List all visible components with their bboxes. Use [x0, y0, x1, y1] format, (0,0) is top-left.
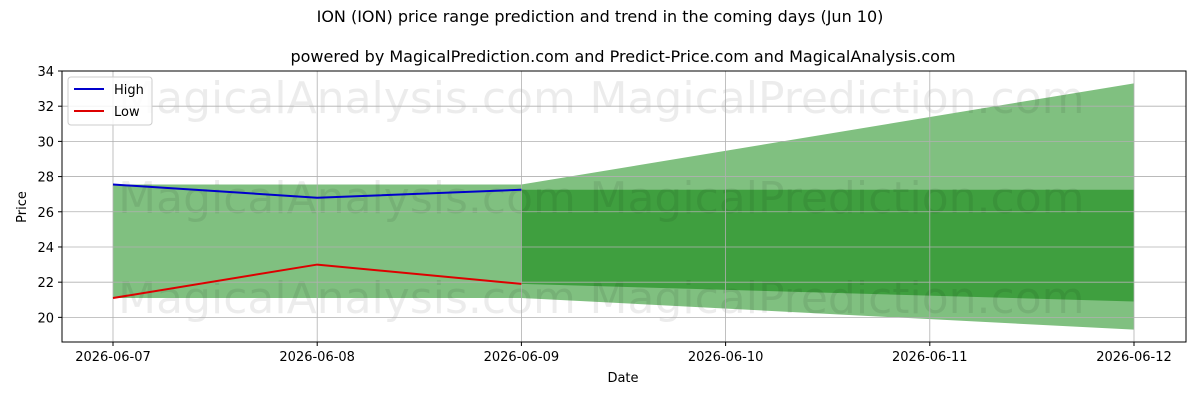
- series-line-high: [112, 183, 522, 199]
- watermark-text: MagicalPrediction.com: [590, 73, 1085, 124]
- x-tick-label: 2026-06-10: [688, 350, 764, 365]
- axes-frame: [61, 70, 1187, 343]
- y-tick-label: 22: [37, 276, 54, 291]
- y-tick-label: 32: [37, 100, 54, 115]
- chart-subtitle: powered by MagicalPrediction.com and Pre…: [290, 47, 955, 66]
- x-tick-label: 2026-06-11: [892, 350, 968, 365]
- watermark-text: MagicalAnalysis.com: [118, 73, 576, 124]
- chart-title: ION (ION) price range prediction and tre…: [317, 7, 884, 26]
- y-tick-label: 28: [37, 171, 54, 186]
- y-axis-label: Price: [15, 191, 30, 223]
- watermark-text: MagicalPrediction.com: [590, 173, 1085, 224]
- watermark-text: MagicalAnalysis.com: [118, 173, 576, 224]
- y-tick-label: 34: [37, 65, 54, 80]
- legend-label-high: High: [114, 83, 144, 98]
- x-axis-label: Date: [607, 371, 638, 386]
- x-tick-label: 2026-06-09: [484, 350, 560, 365]
- x-tick-label: 2026-06-07: [75, 350, 151, 365]
- y-tick-label: 20: [37, 311, 54, 326]
- x-tick-label: 2026-06-08: [279, 350, 355, 365]
- x-tick-label: 2026-06-12: [1096, 350, 1172, 365]
- y-tick-label: 24: [37, 241, 54, 256]
- watermark-text: MagicalAnalysis.com: [118, 273, 576, 324]
- y-tick-label: 26: [37, 206, 54, 221]
- series-line-low: [112, 263, 522, 299]
- prediction-band-2: [521, 189, 1134, 302]
- legend: High Low: [67, 76, 153, 126]
- plot-area: MagicalAnalysis.com MagicalPrediction.com…: [37, 65, 1187, 365]
- watermark-text: MagicalPrediction.com: [590, 273, 1085, 324]
- y-tick-label: 30: [37, 135, 54, 150]
- legend-label-low: Low: [114, 105, 140, 120]
